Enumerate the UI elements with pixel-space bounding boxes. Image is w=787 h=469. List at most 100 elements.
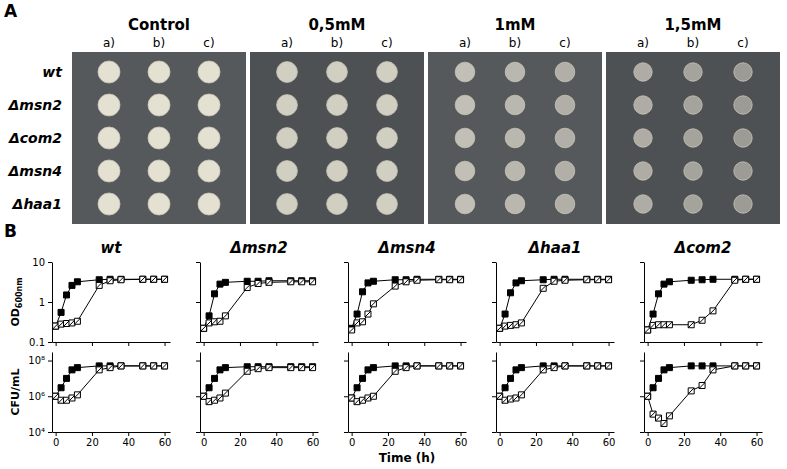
plot-area: [349, 276, 464, 333]
colony-spot: [377, 194, 398, 215]
x-tick-mark: [92, 432, 93, 436]
y-tick: [640, 262, 644, 263]
y-tick-mark: [344, 361, 348, 362]
y-tick-mark: [344, 432, 348, 433]
data-point: [58, 309, 64, 315]
data-point: [595, 277, 601, 283]
data-point: [650, 385, 656, 391]
x-tick: [92, 342, 93, 346]
data-point: [595, 363, 601, 369]
x-tick: [648, 342, 649, 346]
data-point: [74, 318, 80, 324]
panel-label: B: [4, 221, 17, 241]
x-tick-mark: [684, 432, 685, 436]
x-tick-label: 0: [53, 437, 59, 448]
colony-spot: [377, 161, 398, 182]
data-point: [140, 363, 146, 369]
data-point: [645, 393, 651, 399]
x-tick: [204, 342, 205, 346]
data-point: [754, 363, 760, 369]
x-tick: 0: [349, 432, 355, 448]
data-point: [518, 365, 524, 371]
plot-area: [349, 363, 464, 405]
x-tick: [128, 342, 129, 346]
x-tick: 0: [201, 432, 207, 448]
y-tick-mark: [196, 262, 200, 263]
data-point: [360, 319, 366, 325]
data-point: [458, 363, 464, 369]
colony-spot: [148, 160, 170, 182]
data-point: [458, 276, 464, 282]
colony-spot: [634, 129, 652, 147]
data-point: [206, 313, 212, 319]
x-tick-label: 40: [270, 437, 283, 448]
data-point: [540, 367, 546, 373]
data-point: [162, 276, 168, 282]
data-point: [310, 279, 316, 285]
condition-label: 1mM: [495, 16, 536, 34]
x-tick: [352, 342, 353, 346]
x-tick-label: 40: [566, 437, 579, 448]
replicate-label: a): [459, 36, 471, 50]
y-tick: [344, 361, 348, 362]
x-tick-mark: [424, 342, 425, 346]
data-point: [360, 289, 366, 295]
data-point: [96, 277, 102, 283]
data-point: [447, 363, 453, 369]
data-point: [699, 383, 705, 389]
series-line: [648, 279, 757, 330]
data-point: [255, 281, 261, 287]
series-line: [648, 279, 757, 330]
x-tick-mark: [684, 342, 685, 346]
x-tick-mark: [757, 342, 758, 346]
x-tick-label: 60: [159, 437, 172, 448]
replicate-label: c): [381, 36, 392, 50]
data-point: [732, 363, 738, 369]
data-point: [414, 363, 420, 369]
y-tick: 10⁸: [28, 355, 52, 366]
x-tick-mark: [240, 342, 241, 346]
y-tick: [344, 262, 348, 263]
data-point: [206, 385, 212, 391]
y-axis: 10⁴10⁶10⁸: [28, 353, 52, 438]
plot-area: [497, 363, 612, 403]
x-tick-label: 20: [530, 437, 543, 448]
x-tick-mark: [424, 432, 425, 436]
x-axis-line: [645, 342, 763, 343]
series-line: [352, 279, 461, 328]
replicate-label: b): [331, 36, 343, 50]
y-tick-mark: [48, 302, 52, 303]
x-axis: 0204060: [53, 432, 172, 448]
y-tick-label: 0.1: [29, 337, 45, 348]
data-point: [244, 368, 250, 374]
data-point: [414, 363, 420, 369]
data-point: [562, 363, 568, 369]
x-tick-mark: [313, 342, 314, 346]
colony-spot: [198, 193, 220, 215]
data-point: [151, 363, 157, 369]
data-point: [743, 276, 749, 282]
chart: Δmsn4: [344, 239, 467, 346]
y-axis: [344, 353, 349, 433]
x-tick: 60: [159, 432, 172, 448]
colony-spot: [98, 61, 120, 83]
colony-spot: [455, 194, 475, 214]
y-tick-mark: [492, 361, 496, 362]
y-axis-line: [644, 353, 645, 433]
x-tick: 0: [53, 432, 59, 448]
data-point: [699, 317, 705, 323]
colony-spot: [505, 161, 525, 181]
x-axis-line: [349, 432, 467, 433]
colony-spot: [277, 95, 298, 116]
x-tick-mark: [461, 342, 462, 346]
x-tick-mark: [352, 432, 353, 436]
data-point: [118, 276, 124, 282]
x-tick: 0: [645, 432, 651, 448]
plot-area: [645, 276, 760, 333]
y-tick-mark: [492, 262, 496, 263]
y-tick: 10⁴: [28, 427, 52, 438]
y-axis: [492, 353, 497, 433]
data-point: [288, 365, 294, 371]
y-tick-mark: [196, 361, 200, 362]
y-tick: [492, 262, 496, 263]
